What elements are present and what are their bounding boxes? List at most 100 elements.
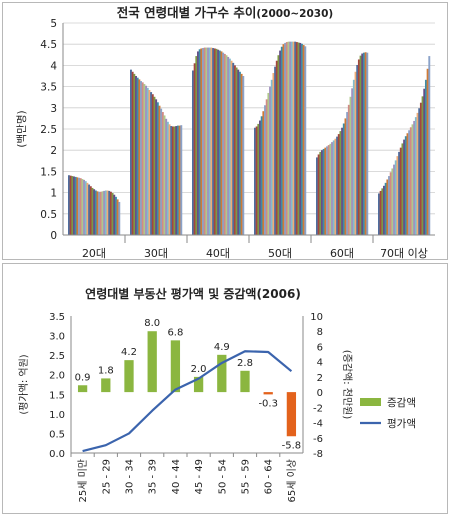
bar [91,187,94,235]
bar [285,42,288,235]
y-tick-label: 1.5 [40,166,57,178]
bar [254,127,256,235]
bar [362,52,365,236]
change-bar [263,392,273,395]
bar [225,55,228,235]
bar [153,96,156,235]
bar [401,143,404,235]
bar [218,50,221,236]
real-estate-chart-panel: 연령대별 부동산 평가액 및 증감액(2006) 0.0 0.5 1.0 1.5 2.0 2… [2,263,448,514]
bar [178,125,181,235]
left-y-tick-label: 0.0 [49,449,65,460]
right-y-tick-label: 6 [317,342,323,353]
x-category-label: 40 - 44 [171,459,182,494]
bar [78,177,80,235]
y-tick-label: 1 [50,188,57,200]
bar [270,79,273,235]
x-category-label: 50 - 54 [217,459,228,494]
bar [222,52,225,236]
bar [73,176,75,235]
bar [131,71,134,235]
bar [292,41,295,235]
bar [282,44,285,236]
bar-data-label: 1.8 [98,365,114,376]
bar [331,142,334,235]
x-category-label: 60대 [330,247,354,259]
bar [76,177,79,235]
bar [386,179,389,235]
right-y-tick-label: 10 [310,312,323,323]
left-y-tick-label: 1.5 [49,390,65,401]
left-y-tick-label: 2.5 [49,351,65,362]
bar [352,79,355,235]
x-category-label: 25세 미만 [77,459,89,503]
change-bar [77,385,88,393]
y-tick-label: 0.5 [40,209,57,221]
bar [326,146,328,235]
bar [379,190,382,235]
change-bar [240,370,250,393]
bar [341,127,344,235]
bar [94,190,97,235]
bar [324,147,327,235]
bar [108,190,111,235]
x-category-label: 45 - 49 [194,459,205,494]
bar [364,52,367,236]
bar [138,79,141,235]
bar [383,185,385,235]
bar [86,182,89,235]
bar [269,86,272,235]
bar [356,64,359,235]
bar [230,60,233,235]
legend-label-value: 평가액 [387,418,416,430]
bar [104,190,107,235]
bar [143,84,146,235]
bar [347,104,350,235]
bar [327,145,330,235]
x-category-label: 70대 이상 [380,247,428,259]
bar [106,190,109,235]
bar [421,96,424,235]
right-y-axis-label: (증감액: 천만원) [341,350,353,420]
bar [289,41,292,235]
legend-swatch-change [360,398,381,406]
x-category-label: 55 - 59 [241,459,252,494]
bar [220,51,223,235]
bar [257,123,260,235]
right-y-tick-label: 4 [317,358,323,369]
change-bar [124,360,134,393]
bar [381,188,384,235]
bar [411,124,414,235]
bar [166,121,169,235]
bar [299,42,302,236]
bar [290,41,293,235]
bar [233,65,236,236]
bar [302,45,305,235]
x-category-label: 40대 [206,247,230,259]
bar [217,49,220,236]
bar [237,69,240,235]
bar [68,175,70,235]
bar [399,147,402,235]
bar [317,154,320,235]
bar [197,51,199,235]
change-bar [170,340,181,393]
bar [210,47,213,236]
bar [357,59,360,236]
bar [175,126,178,235]
bar [203,47,206,236]
y-tick-label: 3.5 [40,82,57,94]
bar-data-label: 4.9 [214,342,230,353]
right-y-tick-label: 0 [317,388,323,399]
bar [255,126,258,235]
bar-data-label: 8.0 [144,318,160,329]
bar [235,67,238,236]
bar [259,120,261,235]
bar [322,148,325,235]
bar [145,85,148,235]
bar-data-label: 2.0 [191,364,207,375]
bar [329,143,332,235]
change-bar [193,376,204,393]
bar [316,157,318,235]
x-category-label: 60 - 64 [264,459,275,494]
